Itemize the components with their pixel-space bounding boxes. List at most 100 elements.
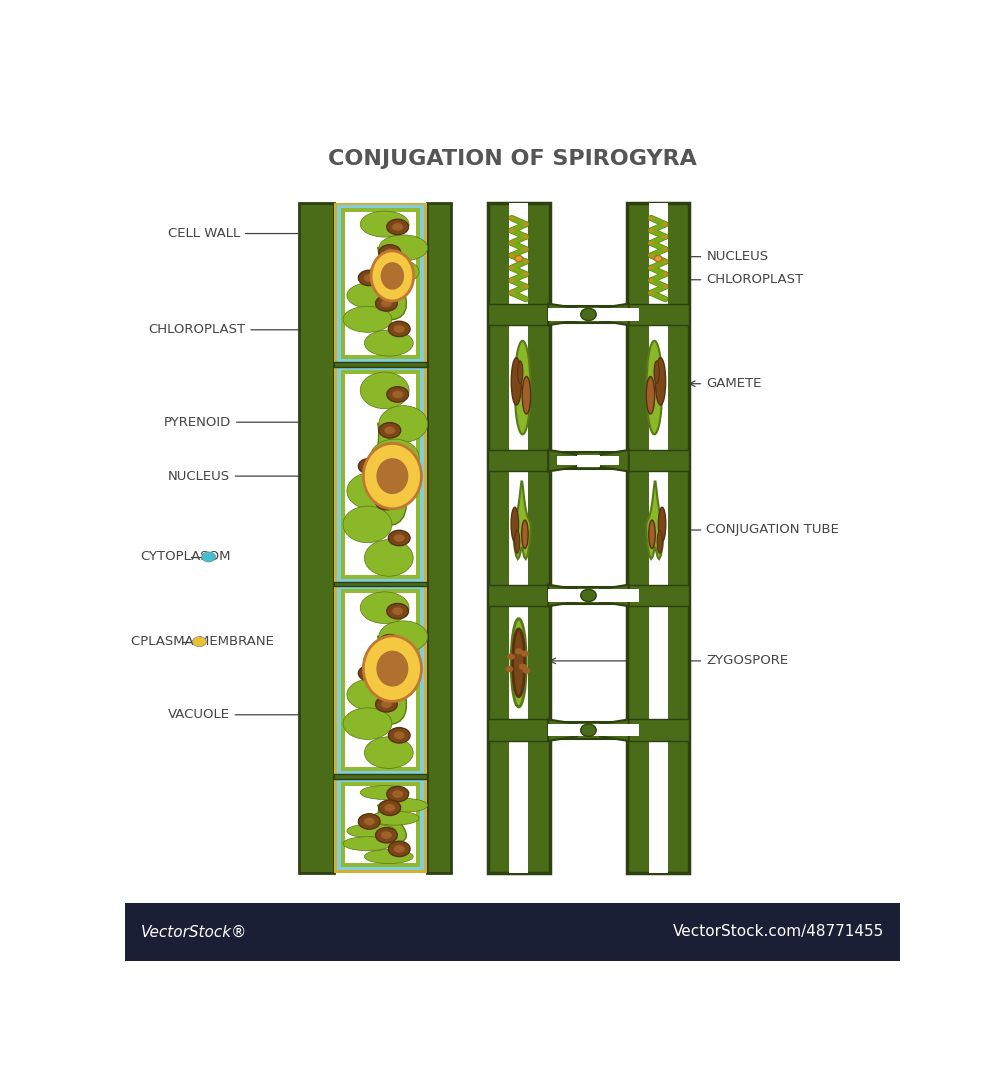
Ellipse shape: [384, 427, 395, 434]
Ellipse shape: [387, 387, 409, 402]
Polygon shape: [548, 303, 577, 325]
FancyBboxPatch shape: [627, 584, 689, 606]
Polygon shape: [600, 303, 629, 325]
Ellipse shape: [370, 259, 419, 285]
Text: CHLOROPLAST: CHLOROPLAST: [148, 323, 342, 336]
Ellipse shape: [509, 229, 514, 232]
Ellipse shape: [648, 229, 654, 232]
Ellipse shape: [648, 291, 654, 295]
FancyBboxPatch shape: [509, 472, 528, 584]
Ellipse shape: [523, 222, 528, 226]
FancyBboxPatch shape: [345, 593, 416, 767]
Ellipse shape: [347, 283, 396, 309]
Ellipse shape: [381, 262, 404, 289]
FancyBboxPatch shape: [557, 456, 619, 465]
FancyBboxPatch shape: [627, 203, 689, 873]
Ellipse shape: [371, 251, 414, 301]
Ellipse shape: [360, 373, 409, 408]
Ellipse shape: [506, 666, 513, 672]
Ellipse shape: [523, 667, 530, 674]
FancyBboxPatch shape: [334, 582, 427, 586]
FancyBboxPatch shape: [334, 774, 427, 779]
Ellipse shape: [663, 285, 668, 288]
Ellipse shape: [663, 247, 668, 252]
FancyBboxPatch shape: [627, 719, 689, 741]
Ellipse shape: [515, 256, 523, 261]
Ellipse shape: [388, 530, 410, 545]
Ellipse shape: [654, 256, 662, 261]
Text: VectorStock®: VectorStock®: [140, 924, 247, 940]
Ellipse shape: [521, 650, 529, 657]
Ellipse shape: [381, 498, 392, 505]
Ellipse shape: [347, 824, 396, 838]
FancyBboxPatch shape: [548, 721, 629, 739]
Ellipse shape: [388, 321, 410, 337]
Ellipse shape: [387, 604, 409, 619]
Ellipse shape: [364, 330, 413, 356]
Text: CHLOROPLAST: CHLOROPLAST: [647, 273, 803, 286]
Ellipse shape: [364, 462, 375, 470]
Polygon shape: [548, 584, 577, 606]
FancyBboxPatch shape: [299, 203, 334, 873]
Polygon shape: [646, 482, 664, 559]
Ellipse shape: [379, 245, 401, 260]
Ellipse shape: [654, 361, 659, 383]
Ellipse shape: [511, 357, 521, 405]
Text: GAMETE: GAMETE: [690, 377, 762, 390]
FancyBboxPatch shape: [509, 325, 528, 450]
Ellipse shape: [388, 728, 410, 743]
Polygon shape: [370, 805, 406, 843]
FancyBboxPatch shape: [649, 472, 668, 584]
FancyBboxPatch shape: [587, 308, 639, 321]
Ellipse shape: [343, 837, 392, 851]
Ellipse shape: [360, 785, 409, 799]
Ellipse shape: [364, 274, 375, 282]
Ellipse shape: [347, 679, 396, 711]
Ellipse shape: [648, 254, 654, 257]
Polygon shape: [548, 450, 577, 472]
FancyBboxPatch shape: [488, 450, 550, 472]
FancyBboxPatch shape: [334, 362, 427, 367]
FancyBboxPatch shape: [125, 904, 900, 961]
Ellipse shape: [509, 279, 514, 282]
Ellipse shape: [376, 495, 397, 510]
Polygon shape: [370, 636, 406, 725]
Ellipse shape: [381, 299, 392, 308]
Ellipse shape: [663, 222, 668, 226]
Ellipse shape: [394, 325, 405, 333]
Ellipse shape: [509, 216, 514, 220]
Ellipse shape: [649, 521, 655, 549]
Ellipse shape: [581, 724, 596, 737]
FancyBboxPatch shape: [337, 205, 424, 362]
FancyBboxPatch shape: [488, 584, 550, 606]
Ellipse shape: [381, 701, 392, 708]
FancyBboxPatch shape: [345, 785, 416, 863]
Ellipse shape: [648, 279, 654, 282]
Ellipse shape: [358, 665, 380, 681]
Text: CYTOPLASOM: CYTOPLASOM: [140, 551, 231, 564]
FancyBboxPatch shape: [548, 724, 600, 737]
Ellipse shape: [376, 458, 408, 494]
Polygon shape: [600, 450, 629, 472]
Ellipse shape: [379, 406, 428, 442]
Text: CPLASMA MEMBRANE: CPLASMA MEMBRANE: [131, 635, 274, 648]
Ellipse shape: [379, 800, 401, 815]
FancyBboxPatch shape: [557, 591, 619, 600]
FancyBboxPatch shape: [334, 584, 427, 777]
Ellipse shape: [515, 341, 530, 434]
FancyBboxPatch shape: [509, 203, 528, 873]
Polygon shape: [600, 584, 629, 606]
Ellipse shape: [376, 827, 397, 842]
Ellipse shape: [523, 285, 528, 288]
Text: CONJUGATION OF SPIROGYRA: CONJUGATION OF SPIROGYRA: [328, 149, 697, 168]
Ellipse shape: [364, 540, 413, 577]
FancyBboxPatch shape: [488, 303, 550, 325]
FancyBboxPatch shape: [509, 214, 528, 303]
Ellipse shape: [360, 592, 409, 623]
Ellipse shape: [384, 248, 395, 256]
FancyBboxPatch shape: [548, 590, 600, 602]
Polygon shape: [600, 719, 629, 741]
Ellipse shape: [581, 308, 596, 321]
Ellipse shape: [379, 621, 428, 652]
FancyBboxPatch shape: [548, 308, 600, 321]
